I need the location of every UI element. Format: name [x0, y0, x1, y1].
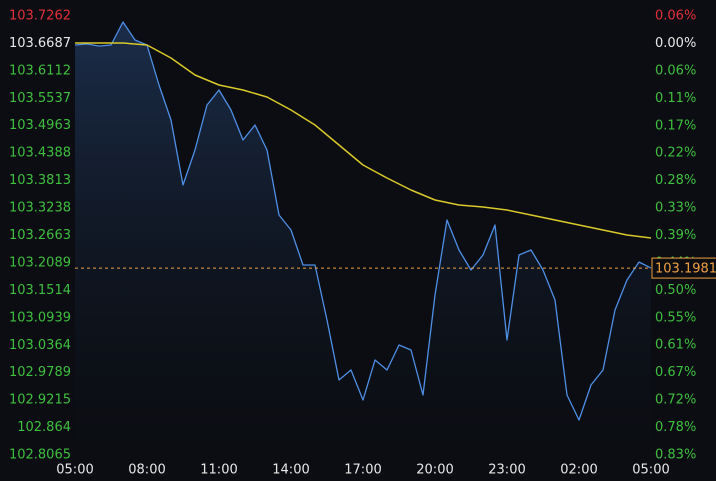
x-tick-label: 08:00 — [128, 463, 165, 478]
y-tick-label: 103.0939 — [9, 310, 71, 325]
y2-tick-label: 0.17% — [655, 118, 696, 133]
y2-tick-label: 0.39% — [655, 228, 696, 243]
y-tick-label: 102.9789 — [9, 365, 71, 380]
x-tick-label: 11:00 — [200, 463, 237, 478]
price-line — [74, 21, 652, 421]
y2-tick-label: 0.22% — [655, 146, 696, 161]
x-tick-label: 02:00 — [560, 463, 597, 478]
y-tick-label: 103.3238 — [9, 201, 71, 216]
y2-tick-label: 0.61% — [655, 338, 696, 353]
area-fill — [75, 22, 651, 455]
y2-tick-label: 0.00% — [655, 36, 696, 51]
y-tick-label: 102.864 — [17, 420, 71, 435]
y-tick-label: 103.2663 — [9, 228, 71, 243]
y2-tick-label: 0.06% — [655, 63, 696, 78]
y-tick-label: 102.8065 — [9, 448, 71, 463]
last-price-label: 103.1981 — [655, 262, 716, 277]
y-tick-label: 103.6112 — [9, 63, 71, 78]
y-tick-label: 103.5537 — [9, 91, 71, 106]
y2-tick-label: 0.33% — [655, 201, 696, 216]
last-price-box — [651, 257, 716, 279]
y-tick-label: 103.6687 — [9, 36, 71, 51]
y2-tick-label: 0.72% — [655, 393, 696, 408]
y-tick-label: 103.3813 — [9, 173, 71, 188]
y-tick-label: 102.9215 — [9, 393, 71, 408]
y2-tick-label: 0.28% — [655, 173, 696, 188]
x-tick-label: 05:00 — [56, 463, 93, 478]
x-tick-label: 14:00 — [272, 463, 309, 478]
x-tick-label: 20:00 — [416, 463, 453, 478]
y-tick-label: 103.0364 — [9, 338, 71, 353]
y-tick-label: 103.2089 — [9, 255, 71, 270]
y-tick-label: 103.4963 — [9, 118, 71, 133]
y2-tick-label: 0.67% — [655, 365, 696, 380]
x-tick-label: 05:00 — [632, 463, 669, 478]
y2-tick-label: 0.55% — [655, 310, 696, 325]
y2-tick-label: 0.06% — [655, 9, 696, 24]
y2-tick-label: 0.11% — [655, 91, 696, 106]
average-line — [75, 42, 652, 239]
y2-tick-label: 0.83% — [655, 448, 696, 463]
y2-tick-label: 0.50% — [655, 283, 696, 298]
y-tick-label: 103.7262 — [9, 9, 71, 24]
x-tick-label: 23:00 — [488, 463, 525, 478]
x-tick-label: 17:00 — [344, 463, 381, 478]
y-tick-label: 103.4388 — [9, 146, 71, 161]
y-tick-label: 103.1514 — [9, 283, 71, 298]
y2-tick-label: 0.78% — [655, 420, 696, 435]
